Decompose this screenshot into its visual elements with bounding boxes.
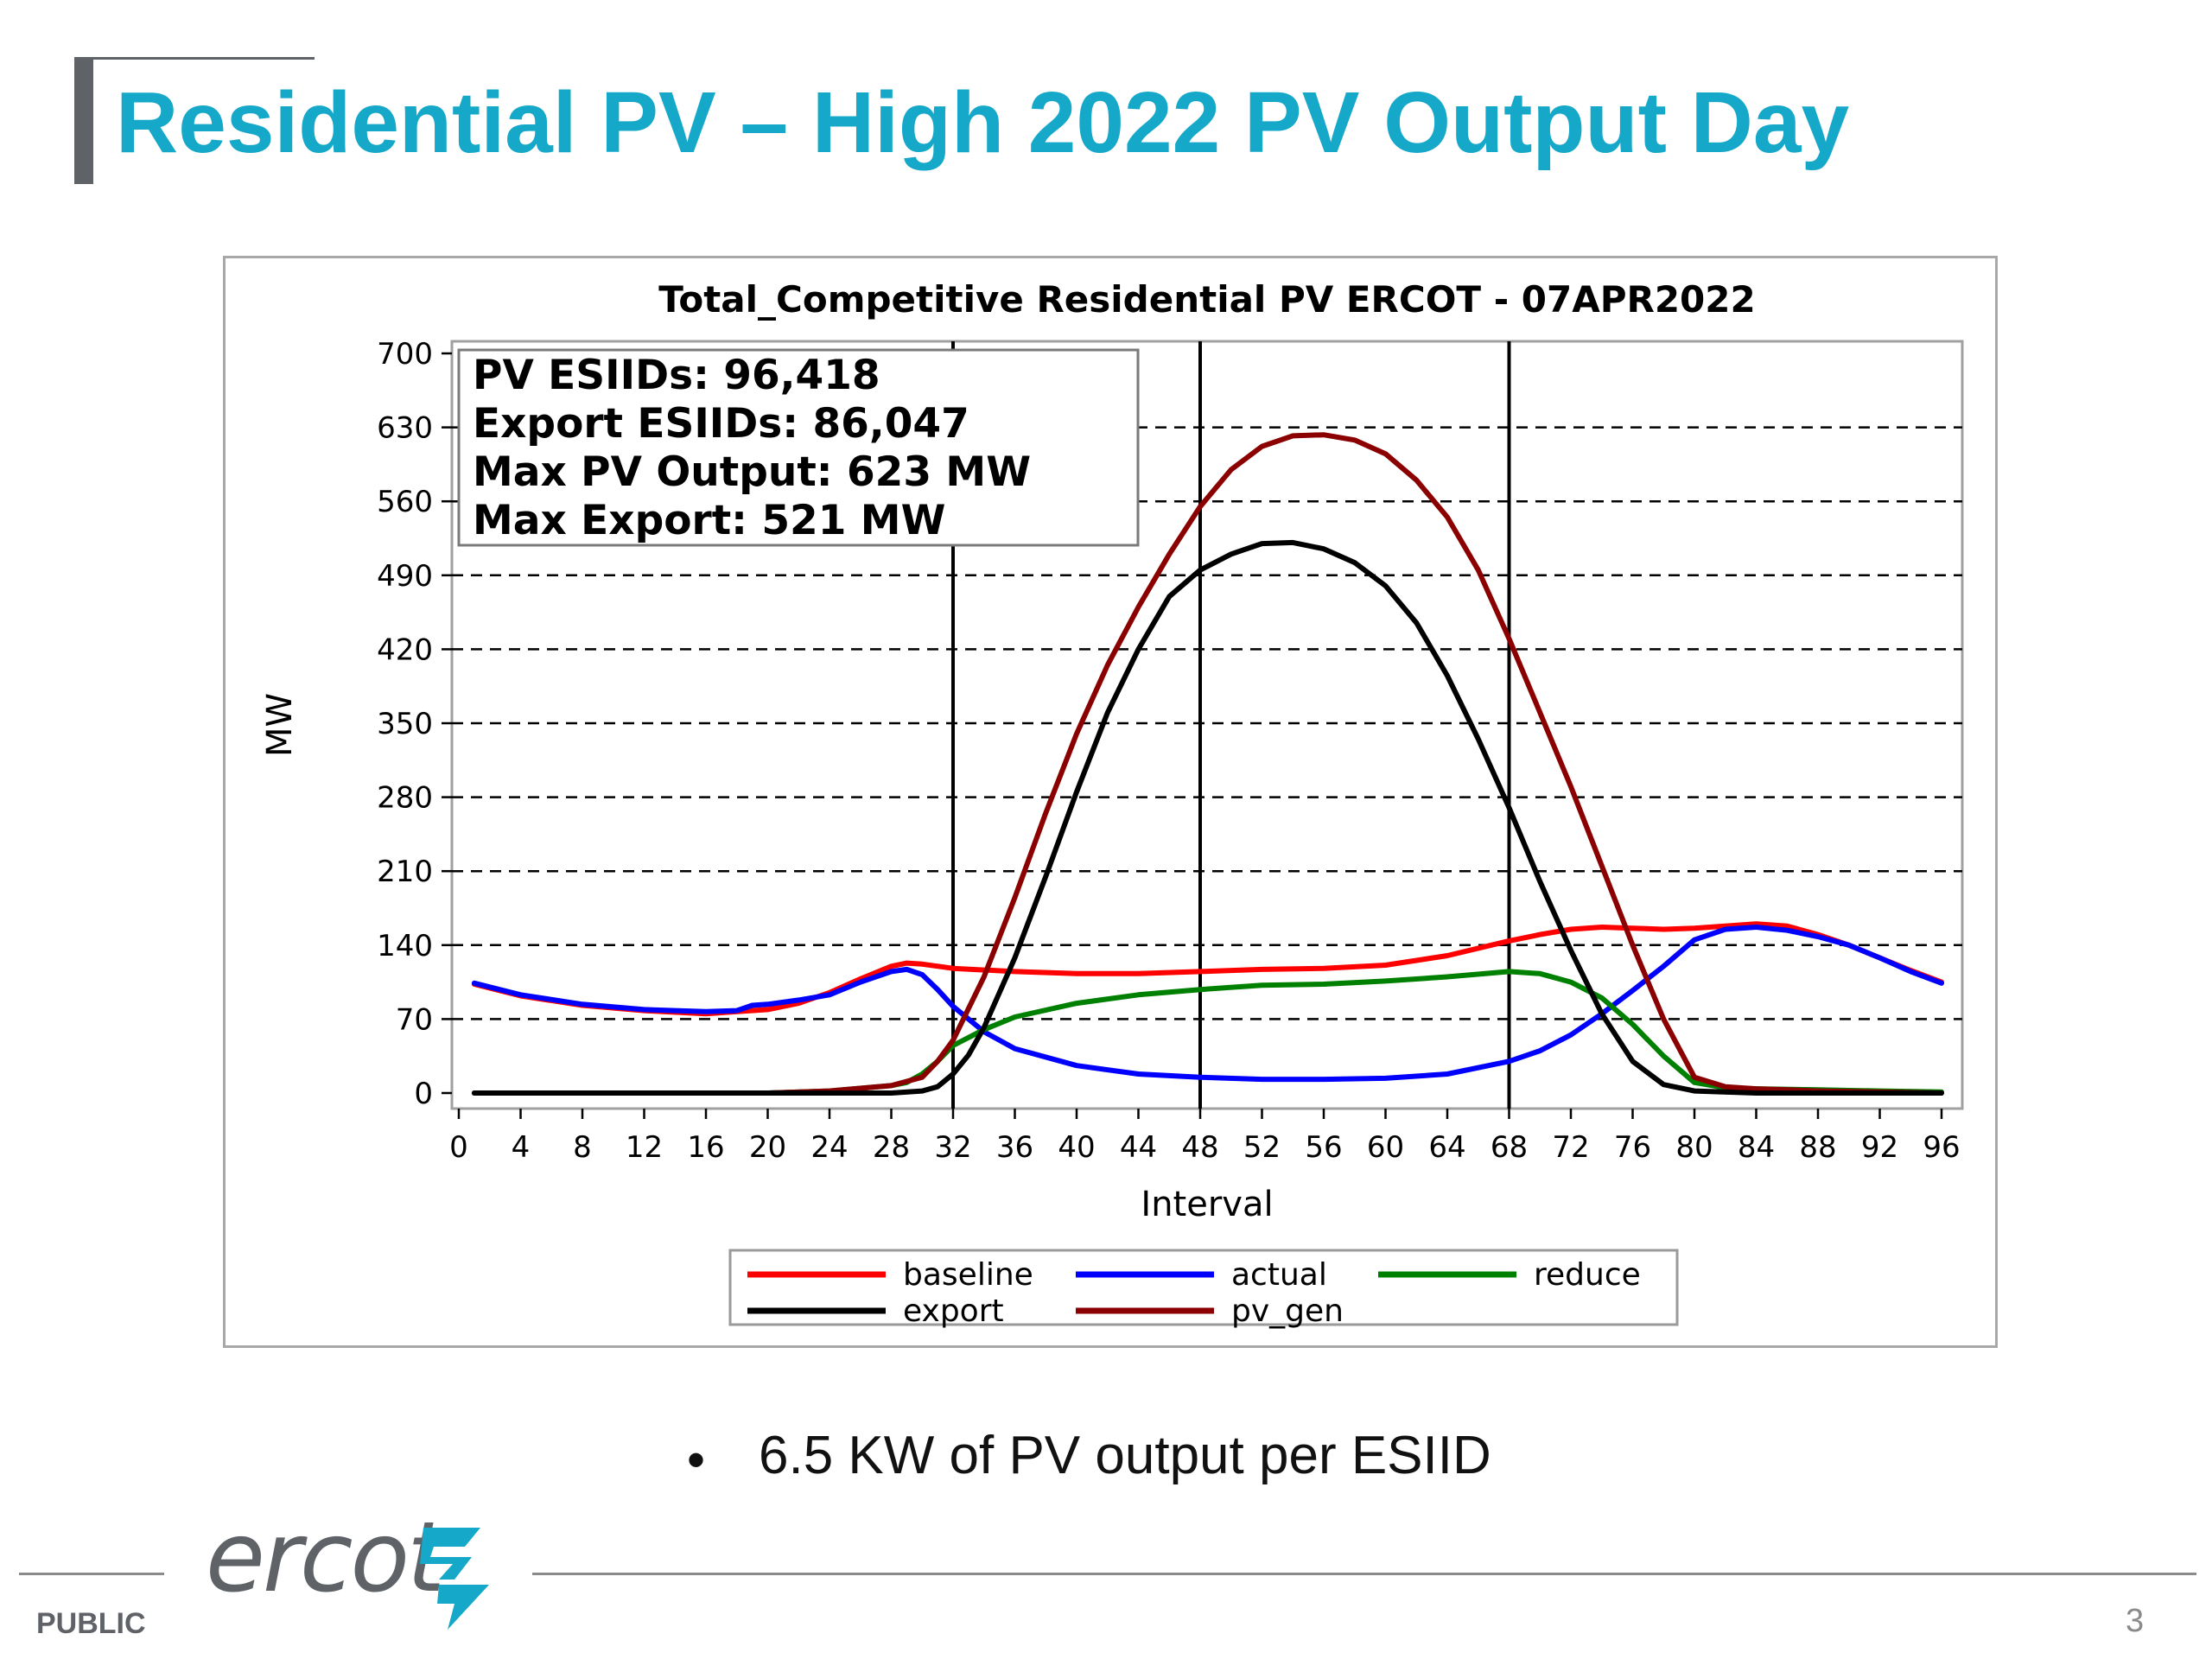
bullet-icon: • <box>687 1431 706 1489</box>
chart-frame: 0 70 140 210 280 350 420 490 560 630 700 0 4 8 12 16 20 2… <box>223 256 1998 1348</box>
x-tick-label: 80 <box>1675 1130 1713 1165</box>
x-tick-label: 64 <box>1428 1130 1465 1165</box>
x-tick-label: 32 <box>934 1130 971 1165</box>
x-tick-label: 96 <box>1923 1130 1960 1165</box>
y-tick-label: 630 <box>377 411 433 446</box>
slide-title: Residential PV – High 2022 PV Output Day <box>116 74 1850 171</box>
x-tick-label: 20 <box>749 1130 786 1165</box>
series-line-baseline <box>471 921 1944 1017</box>
x-tick-label: 60 <box>1367 1130 1404 1165</box>
x-tick-label: 52 <box>1243 1130 1281 1165</box>
footer-rule-right <box>532 1573 2196 1575</box>
footer-rule-left <box>19 1573 164 1575</box>
y-tick-label: 350 <box>377 707 433 741</box>
footer-public-label: PUBLIC <box>36 1607 146 1640</box>
title-accent-line <box>74 57 315 60</box>
title-accent-bar <box>74 59 93 184</box>
x-tick-label: 48 <box>1181 1130 1218 1165</box>
series-line-actual <box>471 925 1944 1083</box>
x-axis-label: Interval <box>1141 1185 1273 1224</box>
ercot-logo-icon <box>420 1528 489 1630</box>
bullet-text: 6.5 KW of PV output per ESIID <box>759 1426 1491 1485</box>
annotation-line: Export ESIIDs: 86,047 <box>473 400 969 448</box>
y-tick-label: 490 <box>377 559 433 594</box>
series-line-export <box>471 539 1944 1096</box>
x-tick-label: 0 <box>449 1130 468 1165</box>
legend-label: baseline <box>903 1257 1033 1293</box>
page-number: 3 <box>2126 1603 2145 1639</box>
x-tick-label: 84 <box>1738 1130 1775 1165</box>
y-tick-label: 280 <box>377 781 433 816</box>
legend-label: reduce <box>1534 1257 1641 1293</box>
x-tick-label: 28 <box>873 1130 910 1165</box>
chart-title: Total_Competitive Residential PV ERCOT -… <box>658 278 1755 321</box>
x-tick-label: 56 <box>1305 1130 1342 1165</box>
x-tick-label: 24 <box>810 1130 848 1165</box>
y-tick-label: 210 <box>377 855 433 889</box>
y-tick-label: 70 <box>396 1002 433 1037</box>
x-tick-label: 4 <box>512 1130 531 1165</box>
x-tick-label: 72 <box>1552 1130 1589 1165</box>
x-tick-label: 88 <box>1799 1130 1836 1165</box>
x-tick-label: 40 <box>1058 1130 1095 1165</box>
annotation-line: PV ESIIDs: 96,418 <box>473 352 880 399</box>
series-line-pv-gen <box>471 432 1944 1096</box>
x-tick-label: 16 <box>687 1130 724 1165</box>
annotation-line: Max PV Output: 623 MW <box>473 448 1031 496</box>
annotation-box <box>457 348 1140 547</box>
x-tick-label: 12 <box>626 1130 663 1165</box>
y-tick-label: 700 <box>377 337 433 372</box>
y-axis-label: MW <box>260 693 300 757</box>
x-tick-label: 44 <box>1120 1130 1157 1165</box>
y-tick-label: 0 <box>414 1077 433 1111</box>
legend-label: actual <box>1231 1257 1327 1293</box>
x-tick-label: 76 <box>1614 1130 1651 1165</box>
y-tick-label: 560 <box>377 485 433 519</box>
ercot-logo-text: ercot <box>206 1502 445 1614</box>
legend-label: export <box>903 1294 1004 1329</box>
y-tick-label: 420 <box>377 632 433 667</box>
legend-label: pv_gen <box>1231 1294 1344 1329</box>
x-tick-label: 68 <box>1491 1130 1528 1165</box>
annotation-line: Max Export: 521 MW <box>473 497 945 544</box>
x-tick-label: 92 <box>1861 1130 1898 1165</box>
y-tick-label: 140 <box>377 929 433 963</box>
x-tick-label: 8 <box>573 1130 592 1165</box>
x-tick-label: 36 <box>996 1130 1033 1165</box>
